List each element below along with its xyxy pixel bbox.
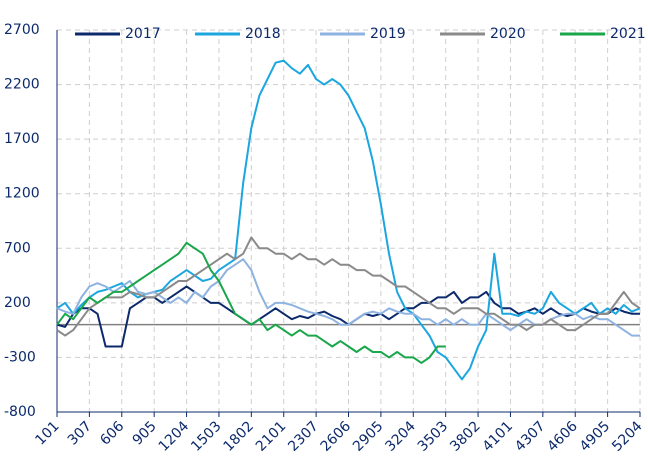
x-tick-label: 2307 <box>285 418 322 455</box>
x-tick-label: 307 <box>65 418 95 448</box>
x-tick-label: 606 <box>97 418 127 448</box>
legend-label: 2019 <box>370 26 406 42</box>
x-tick-label: 2905 <box>350 418 387 455</box>
x-tick-label: 3503 <box>415 418 452 455</box>
y-tick-label: 700 <box>4 240 31 256</box>
y-tick-label: -800 <box>4 404 36 420</box>
y-tick-label: 1200 <box>4 186 40 202</box>
x-tick-label: 101 <box>32 418 62 448</box>
legend-label: 2017 <box>125 26 161 42</box>
x-tick-label: 1204 <box>156 418 193 455</box>
y-tick-label: -300 <box>4 349 36 365</box>
legend-label: 2021 <box>610 26 646 42</box>
x-tick-label: 4101 <box>480 418 517 455</box>
series-line <box>56 236 641 337</box>
legend-label: 2020 <box>490 26 526 42</box>
y-tick-label: 1700 <box>4 131 40 147</box>
x-tick-label: 4905 <box>577 418 614 455</box>
x-tick-label: 4307 <box>512 418 549 455</box>
y-tick-label: 200 <box>4 295 31 311</box>
x-tick-label: 1802 <box>220 418 257 455</box>
x-tick-label: 3204 <box>382 418 419 455</box>
y-tick-label: 2700 <box>4 22 40 38</box>
x-tick-label: 1503 <box>188 418 225 455</box>
x-tick-label: 3802 <box>447 418 484 455</box>
x-tick-label: 2606 <box>318 418 355 455</box>
series-line <box>56 241 446 364</box>
x-tick-label: 4606 <box>544 418 581 455</box>
x-tick-label: 2101 <box>253 418 290 455</box>
x-tick-label: 5204 <box>609 418 646 455</box>
legend-label: 2018 <box>245 26 281 42</box>
y-tick-label: 2200 <box>4 77 40 93</box>
